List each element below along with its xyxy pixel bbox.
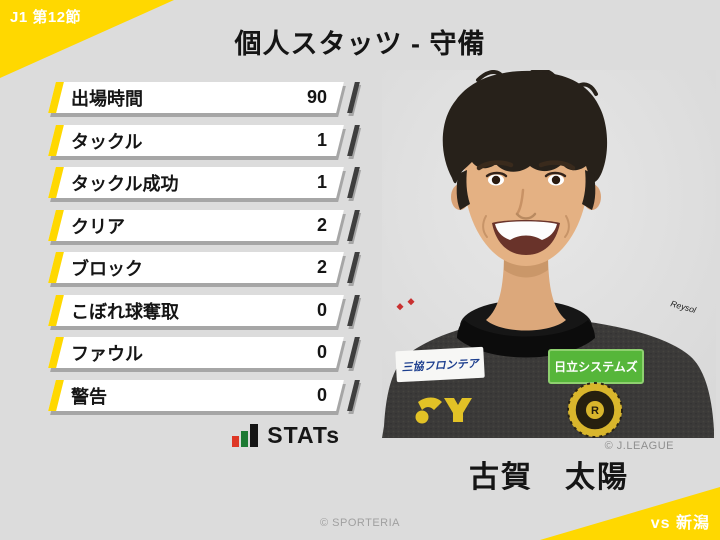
footer-credit: © SPORTERIA [319, 517, 401, 529]
stat-bar: ファウル 0 [48, 337, 344, 368]
stat-value: 1 [316, 129, 327, 150]
svg-text:三協フロンテア: 三協フロンテア [401, 357, 481, 374]
stats-list: 出場時間 90 タックル 1 タックル成功 1 [48, 82, 360, 422]
player-name: 古賀 太陽 [469, 461, 629, 494]
stat-row: タックル成功 1 [48, 167, 360, 198]
stat-value: 0 [316, 342, 327, 362]
stat-bar: 警告 0 [48, 379, 344, 411]
stat-value: 1 [316, 172, 327, 192]
round-badge: J1 第12節 [10, 9, 82, 26]
stat-value: 0 [316, 299, 327, 320]
slash-accent-icon [347, 294, 360, 326]
stat-row: こぼれ球奪取 0 [48, 294, 360, 326]
slash-accent-icon [347, 167, 360, 198]
stat-bar: タックル成功 1 [48, 167, 344, 198]
stat-bar: タックル 1 [48, 124, 344, 156]
stat-value: 2 [316, 257, 327, 277]
stat-label: 警告 [71, 386, 107, 406]
photo-credit: © J.LEAGUE [604, 440, 674, 452]
slash-accent-icon [347, 82, 360, 113]
stat-label: ブロック [71, 258, 143, 279]
stat-row: ファウル 0 [48, 337, 360, 368]
stats-logo-text: STATs [267, 422, 340, 448]
stat-row: 警告 0 [48, 379, 360, 411]
slash-accent-icon [347, 209, 360, 241]
opponent-label: vs 新潟 [650, 515, 710, 532]
jersey-sponsor-right-patch: 日立システムズ [548, 349, 644, 384]
stat-row: タックル 1 [48, 124, 360, 156]
stat-value: 90 [306, 87, 327, 107]
page-title: 個人スタッツ - 守備 [234, 29, 486, 59]
player-portrait-illustration: Reysol 三協フロンテア 日立システムズ [382, 67, 716, 438]
jersey-maker-logo-icon [415, 397, 472, 424]
stat-row: 出場時間 90 [48, 82, 360, 113]
stat-label: タックル [71, 131, 143, 151]
slash-accent-icon [347, 379, 360, 411]
stat-value: 0 [316, 384, 327, 405]
stat-label: こぼれ球奪取 [71, 301, 179, 321]
stat-value: 2 [316, 214, 327, 235]
sporteria-stats-logo: STATs [52, 424, 340, 447]
stat-bar: クリア 2 [48, 209, 344, 241]
stat-label: クリア [71, 216, 125, 236]
stat-row: ブロック 2 [48, 252, 360, 283]
club-badge-icon: R [567, 382, 623, 438]
stat-row: クリア 2 [48, 209, 360, 241]
stat-label: 出場時間 [71, 88, 143, 109]
stat-label: タックル成功 [71, 173, 179, 194]
stat-bar: ブロック 2 [48, 252, 344, 283]
stat-bar: こぼれ球奪取 0 [48, 294, 344, 326]
player-photo: Reysol 三協フロンテア 日立システムズ [382, 67, 716, 438]
stat-bar: 出場時間 90 [48, 82, 344, 113]
slash-accent-icon [347, 124, 360, 156]
svg-text:日立システムズ: 日立システムズ [554, 359, 638, 374]
slash-accent-icon [347, 252, 360, 283]
svg-text:R: R [591, 405, 599, 417]
stat-label: ファウル [71, 343, 143, 364]
slash-accent-icon [347, 337, 360, 368]
jersey-sponsor-left-patch: 三協フロンテア [395, 346, 485, 383]
stats-bars-icon [232, 424, 259, 447]
